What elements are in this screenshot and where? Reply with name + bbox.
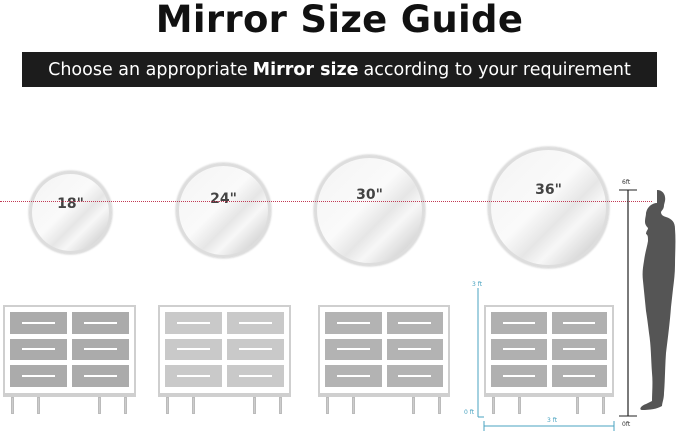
eye-level-line	[0, 201, 652, 202]
mirror-30: 30"	[314, 155, 425, 266]
subtitle-bold: Mirror size	[252, 59, 359, 80]
dresser-drawer	[551, 338, 607, 361]
page-title: Mirror Size Guide	[155, 0, 524, 41]
drawer-handle	[238, 375, 273, 378]
drawer-handle	[563, 348, 596, 351]
mirror-24: 24"	[176, 163, 271, 258]
dresser-drawer	[165, 365, 222, 387]
dresser-drawer	[551, 365, 607, 387]
dresser	[3, 305, 136, 397]
drawer-handle	[238, 321, 273, 324]
dresser-leg	[253, 397, 256, 414]
mirror-label: 36"	[535, 182, 562, 199]
dresser-drawer	[491, 365, 547, 387]
dresser-drawer	[386, 312, 443, 334]
dresser-leg	[602, 397, 605, 414]
dresser-drawer	[227, 338, 284, 361]
dresser-leg	[352, 397, 355, 414]
dresser-drawer	[325, 338, 382, 361]
dresser-drawer	[491, 338, 547, 361]
drawer-handle	[83, 375, 118, 378]
drawer-handle	[336, 375, 370, 378]
mirror-label: 24"	[210, 190, 237, 207]
dresser-leg	[124, 397, 127, 414]
drawer-handle	[21, 375, 56, 378]
dresser-drawer	[325, 312, 382, 334]
dresser	[318, 305, 450, 397]
dresser	[484, 305, 614, 397]
person-silhouette	[640, 190, 676, 410]
dresser-leg	[98, 397, 101, 414]
dresser-drawer	[165, 338, 222, 361]
dresser-height-bottom-label: 0 ft	[464, 409, 475, 416]
dresser-leg	[166, 397, 169, 414]
dresser-leg	[518, 397, 521, 414]
dresser-leg	[192, 397, 195, 414]
drawer-handle	[83, 321, 118, 324]
drawer-handle	[21, 348, 56, 351]
height-bottom-label: 0ft	[622, 421, 631, 428]
dresser-leg	[326, 397, 329, 414]
drawer-handle	[176, 348, 211, 351]
mirror-18: 18"	[29, 171, 112, 254]
dresser-leg	[11, 397, 14, 414]
dresser-drawer	[165, 312, 222, 334]
drawer-handle	[502, 375, 535, 378]
drawer-handle	[83, 348, 118, 351]
dresser-drawer	[386, 365, 443, 387]
dresser-leg	[37, 397, 40, 414]
dresser-drawer	[72, 365, 129, 387]
drawer-handle	[176, 321, 211, 324]
dresser-drawer	[491, 312, 547, 334]
dresser-leg	[576, 397, 579, 414]
dresser-drawer	[227, 312, 284, 334]
subtitle-banner: Choose an appropriate Mirror size accord…	[22, 52, 657, 87]
mirror-36: 36"	[488, 147, 609, 268]
drawer-handle	[502, 348, 535, 351]
dresser-drawer	[10, 365, 67, 387]
dresser	[158, 305, 291, 397]
drawer-handle	[563, 321, 596, 324]
drawer-handle	[398, 375, 432, 378]
dresser-leg	[492, 397, 495, 414]
dresser-drawer	[10, 312, 67, 334]
dresser-drawer	[386, 338, 443, 361]
subtitle-text-end: according to your requirement	[363, 59, 631, 80]
dresser-height-top-label: 3 ft	[472, 281, 483, 288]
drawer-handle	[238, 348, 273, 351]
drawer-handle	[176, 375, 211, 378]
dresser-width-label: 3 ft	[547, 417, 558, 424]
mirror-label: 18"	[57, 195, 84, 212]
drawer-handle	[336, 348, 370, 351]
dresser-drawer	[10, 338, 67, 361]
drawer-handle	[398, 321, 432, 324]
drawer-handle	[336, 321, 370, 324]
dresser-leg	[279, 397, 282, 414]
dresser-leg	[438, 397, 441, 414]
drawer-handle	[398, 348, 432, 351]
height-top-label: 6ft	[622, 179, 631, 186]
subtitle-text: Choose an appropriate	[48, 59, 248, 80]
dresser-drawer	[551, 312, 607, 334]
dresser-leg	[412, 397, 415, 414]
drawer-handle	[563, 375, 596, 378]
dresser-drawer	[72, 338, 129, 361]
mirror-label: 30"	[356, 187, 383, 204]
drawer-handle	[502, 321, 535, 324]
drawer-handle	[21, 321, 56, 324]
dresser-drawer	[227, 365, 284, 387]
dresser-drawer	[325, 365, 382, 387]
dresser-drawer	[72, 312, 129, 334]
